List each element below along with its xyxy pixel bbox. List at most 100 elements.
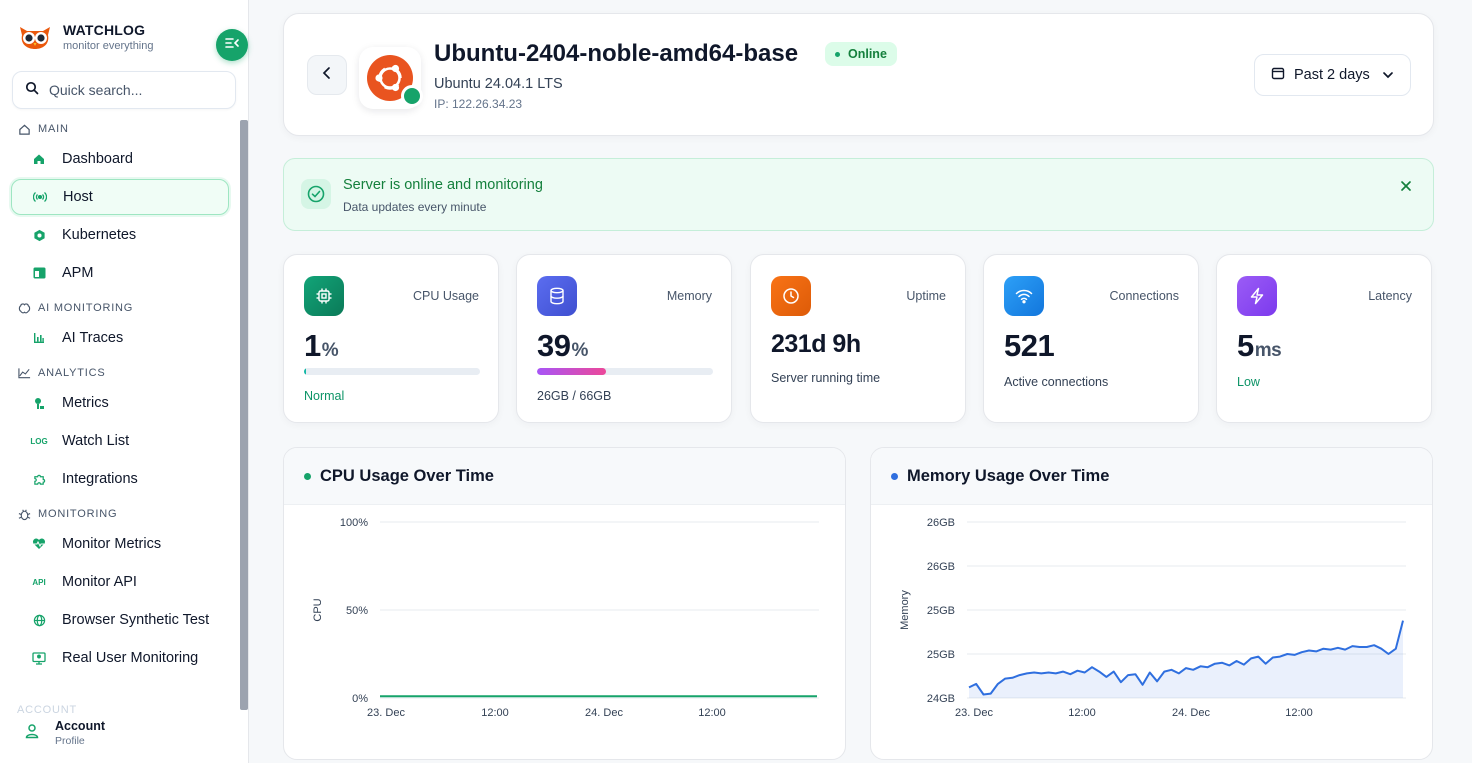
- check-circle-icon: [301, 179, 331, 209]
- stat-card-latency: Latency 5ms Low: [1216, 254, 1432, 423]
- metrics-icon: [31, 395, 47, 411]
- series-area: [969, 620, 1403, 698]
- sidebar-item-browser-synthetic-test[interactable]: Browser Synthetic Test: [11, 602, 229, 638]
- y-tick-label: 25GB: [927, 605, 955, 617]
- memory-chart-plot: 24GB 25GB 25GB 26GB 26GB 23. Dec 12:00 24. Dec 1…: [899, 517, 1406, 719]
- database-icon: [537, 276, 577, 316]
- sidebar-item-real-user-monitoring[interactable]: Real User Monitoring: [11, 640, 229, 676]
- sidebar-item-kubernetes[interactable]: Kubernetes: [11, 217, 229, 253]
- cpu-chip-icon: [304, 276, 344, 316]
- back-button[interactable]: [307, 55, 347, 95]
- chevron-down-icon: [1382, 67, 1394, 83]
- x-tick-label: 12:00: [698, 707, 726, 719]
- sidebar-item-integrations[interactable]: Integrations: [11, 461, 229, 497]
- date-range-select[interactable]: Past 2 days: [1254, 54, 1411, 96]
- online-indicator: [401, 85, 423, 107]
- kubernetes-icon: [31, 227, 47, 243]
- search-input[interactable]: [49, 82, 219, 98]
- sidebar-item-dashboard[interactable]: Dashboard: [11, 141, 229, 177]
- y-axis-label: Memory: [899, 590, 911, 630]
- sidebar-item-host[interactable]: Host: [11, 179, 229, 215]
- stat-label-cpu: CPU Usage: [413, 289, 479, 303]
- sidebar-scrollbar[interactable]: [240, 120, 248, 710]
- y-tick-label: 24GB: [927, 693, 955, 705]
- memory-progress-bar: [537, 368, 713, 375]
- memory-chart-dot: [891, 472, 898, 480]
- sidebar-item-ai-traces[interactable]: AI Traces: [11, 320, 229, 356]
- area-chart-icon: [17, 366, 31, 380]
- apm-window-icon: [31, 265, 47, 281]
- cpu-chart-title: CPU Usage Over Time: [320, 466, 494, 485]
- section-account: ACCOUNT: [17, 704, 77, 716]
- status-alert: Server is online and monitoring Data upd…: [283, 158, 1434, 231]
- section-analytics: ANALYTICS: [0, 362, 240, 384]
- series-line: [968, 620, 1404, 696]
- stat-value-memory: 39%: [537, 328, 588, 363]
- menu-collapse-icon: [224, 35, 240, 56]
- brand[interactable]: WATCHLOG monitor everything: [18, 22, 154, 52]
- host-title: Ubuntu-2404-noble-amd64-base: [434, 40, 799, 67]
- cpu-chart-dot: [304, 472, 311, 480]
- host-ip: IP: 122.26.34.23: [434, 97, 523, 111]
- close-alert-button[interactable]: [1397, 179, 1415, 197]
- sidebar-item-monitor-api[interactable]: API Monitor API: [32, 574, 137, 590]
- alert-subtitle: Data updates every minute: [343, 200, 487, 214]
- memory-chart-title: Memory Usage Over Time: [907, 466, 1110, 485]
- stat-sub-cpu: Normal: [304, 389, 345, 403]
- home-outline-icon: [17, 122, 31, 136]
- calendar-icon: [1271, 66, 1285, 84]
- quick-search[interactable]: [12, 71, 236, 109]
- sidebar-item-watch-list[interactable]: LOG Watch List: [30, 433, 130, 449]
- broadcast-icon: [32, 189, 48, 205]
- y-tick-label: 25GB: [927, 649, 955, 661]
- y-axis-label: CPU: [312, 598, 324, 621]
- sidebar-nav: MAIN Dashboard Host Kubernetes APM AI MO…: [0, 118, 240, 708]
- cpu-chart-plot: 0% 50% 100% 23. Dec 12:00 24. Dec 12:00 CPU: [312, 517, 819, 719]
- cpu-chart-header: CPU Usage Over Time: [284, 448, 845, 505]
- search-icon: [25, 81, 39, 100]
- bug-icon: [17, 507, 31, 521]
- x-tick-label: 23. Dec: [367, 707, 405, 719]
- x-tick-label: 24. Dec: [1172, 707, 1210, 719]
- host-os: Ubuntu 24.04.1 LTS: [434, 76, 563, 92]
- stat-sub-connections: Active connections: [1004, 375, 1109, 389]
- sidebar-item-apm[interactable]: APM: [11, 255, 229, 291]
- close-icon: [1400, 179, 1412, 197]
- stat-value-connections: 521: [1004, 328, 1055, 363]
- log-icon: LOG: [30, 436, 48, 446]
- collapse-sidebar-button[interactable]: [216, 29, 248, 61]
- host-header: Ubuntu-2404-noble-amd64-base Online Ubun…: [283, 13, 1434, 136]
- sidebar-item-monitor-metrics[interactable]: Monitor Metrics: [11, 526, 229, 562]
- memory-chart-card: Memory Usage Over Time 24GB 25GB 25GB 26GB 2…: [870, 447, 1433, 760]
- alert-title: Server is online and monitoring: [343, 177, 543, 193]
- ai-brain-icon: [17, 301, 31, 315]
- x-tick-label: 12:00: [1285, 707, 1313, 719]
- stat-sub-uptime: Server running time: [771, 371, 881, 385]
- globe-icon: [31, 612, 47, 628]
- memory-progress-fill: [537, 368, 606, 375]
- sidebar: WATCHLOG monitor everything MAIN Dashboa…: [0, 0, 249, 763]
- sidebar-item-metrics[interactable]: Metrics: [11, 385, 229, 421]
- stat-label-connections: Connections: [1109, 289, 1180, 303]
- account-area: ACCOUNT Account Profile: [0, 700, 240, 763]
- x-tick-label: 12:00: [481, 707, 509, 719]
- y-tick-label: 26GB: [927, 561, 955, 573]
- heartbeat-icon: [31, 536, 47, 552]
- x-tick-label: 24. Dec: [585, 707, 623, 719]
- app-name: WATCHLOG: [63, 22, 146, 38]
- status-dot: [835, 51, 840, 57]
- ubuntu-logo-icon: [359, 47, 421, 109]
- stat-card-cpu: CPU Usage 1% Normal: [283, 254, 499, 423]
- owl-logo-icon: [18, 23, 52, 51]
- lightning-icon: [1237, 276, 1277, 316]
- section-monitoring: MONITORING: [0, 503, 240, 525]
- section-ai-monitoring: AI MONITORING: [0, 297, 240, 319]
- cpu-progress-bar: [304, 368, 480, 375]
- stat-card-uptime: Uptime 231d 9h Server running time: [750, 254, 966, 423]
- account-profile-link[interactable]: Account Profile: [24, 719, 105, 747]
- account-sub: Profile: [55, 735, 85, 747]
- stat-sub-latency: Low: [1237, 375, 1260, 389]
- date-range-label: Past 2 days: [1294, 67, 1370, 83]
- account-name: Account: [55, 719, 105, 733]
- api-icon: API: [32, 577, 46, 587]
